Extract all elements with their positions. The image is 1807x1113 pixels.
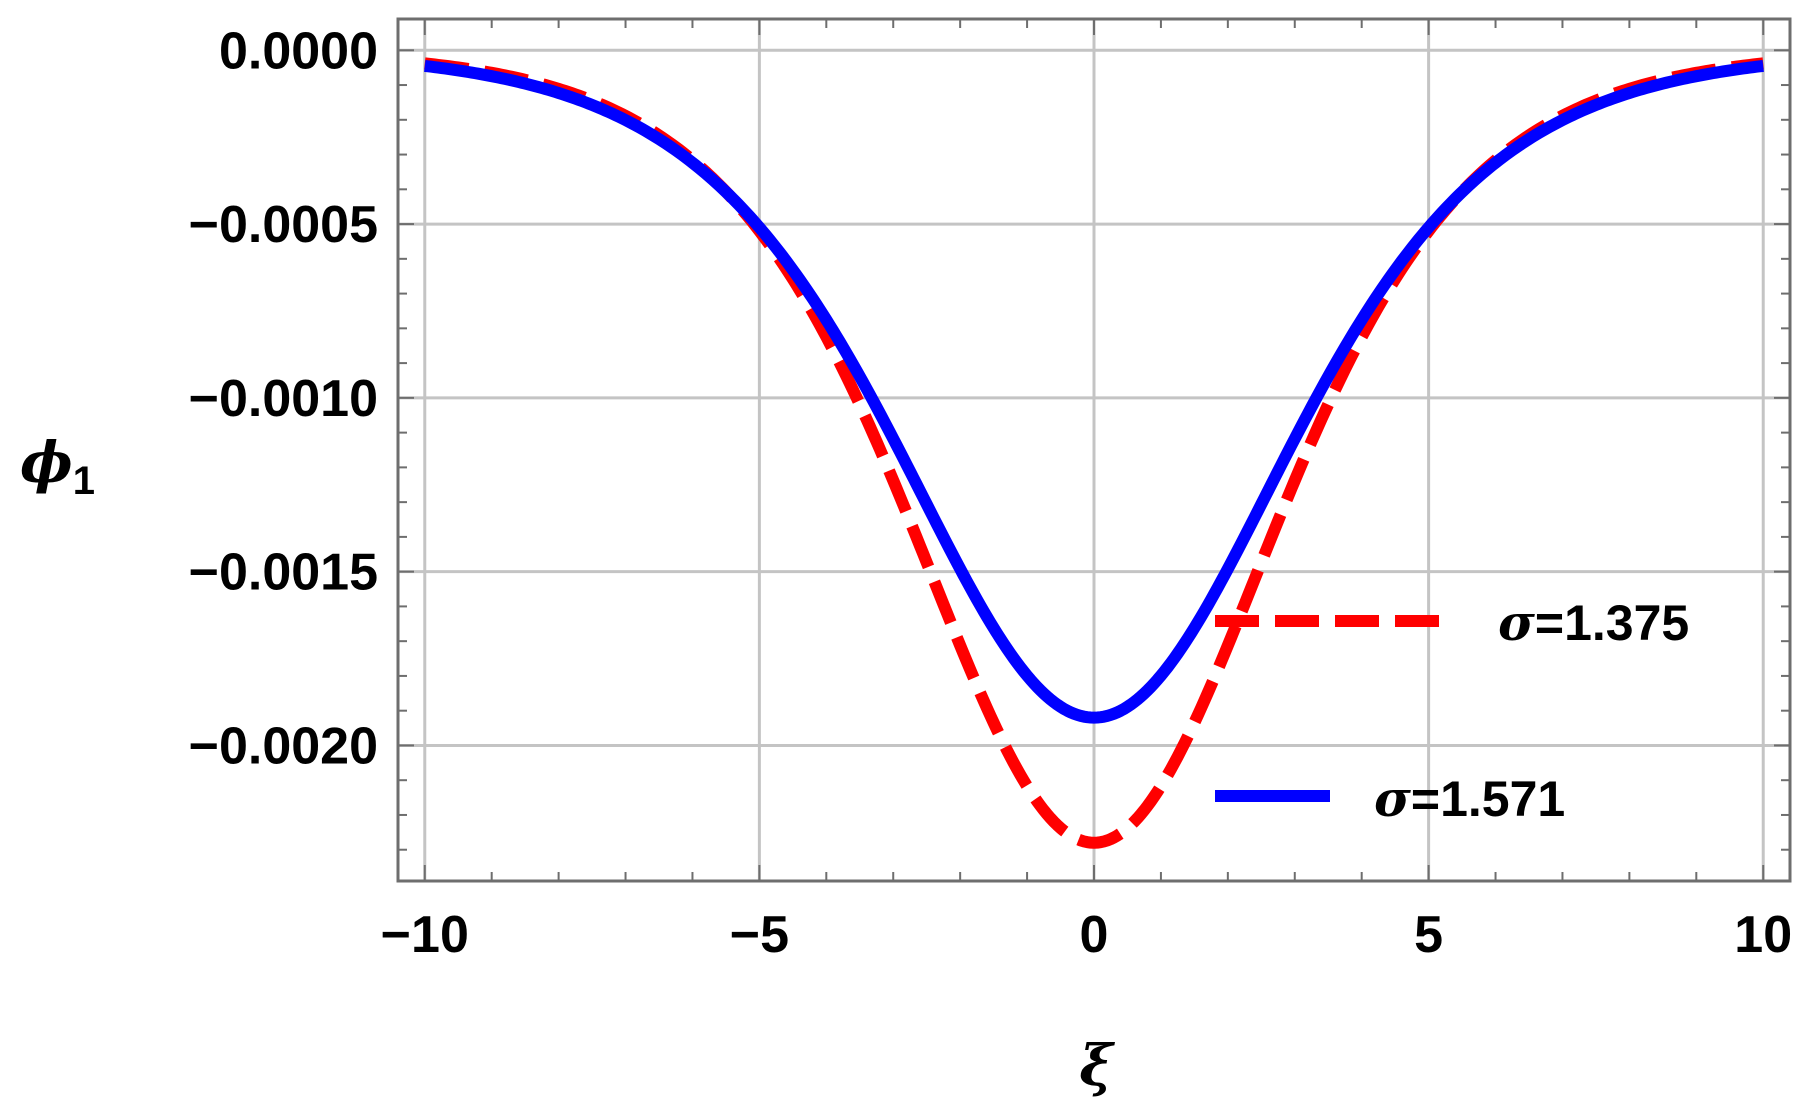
legend-label-sigma-1-375: σ=1.375: [1498, 593, 1689, 652]
grid-layer: [398, 19, 1790, 881]
x-axis-label: ξ: [1079, 1033, 1115, 1099]
legend-value-sigma-1-571: =1.571: [1411, 771, 1565, 827]
legend-value-sigma-1-375: =1.375: [1535, 595, 1689, 651]
y-tick-label-1: −0.0005: [189, 196, 378, 254]
series-line-1: [422, 59, 1766, 724]
legend-symbol-sigma-1-375: σ: [1498, 593, 1535, 652]
y-tick-label-3: −0.0015: [189, 544, 378, 602]
legend-symbol-sigma-1-571: σ: [1374, 769, 1411, 828]
y-axis-label: ϕ1: [20, 430, 95, 503]
y-axis-label-symbol: ϕ: [20, 430, 73, 496]
x-tick-label-0: −10: [381, 906, 469, 964]
x-tick-label-4: 10: [1734, 906, 1792, 964]
tick-label-layer: −10 −5 0 5 10 0.0000 −0.0005 −0.0010 −0.0015 −0.0…: [189, 22, 1793, 964]
y-tick-label-2: −0.0010: [189, 370, 378, 428]
plot-frame: [396, 17, 1792, 883]
series-layer: [422, 57, 1766, 849]
x-tick-label-2: 0: [1080, 906, 1109, 964]
legend-label-sigma-1-571: σ=1.571: [1374, 769, 1565, 828]
legend: σ=1.375 σ=1.571: [1215, 593, 1689, 828]
y-axis-label-subscript: 1: [73, 459, 95, 503]
x-tick-label-1: −5: [730, 906, 789, 964]
y-tick-label-0: 0.0000: [219, 22, 378, 80]
y-tick-label-4: −0.0020: [189, 717, 378, 775]
x-tick-label-3: 5: [1414, 906, 1443, 964]
